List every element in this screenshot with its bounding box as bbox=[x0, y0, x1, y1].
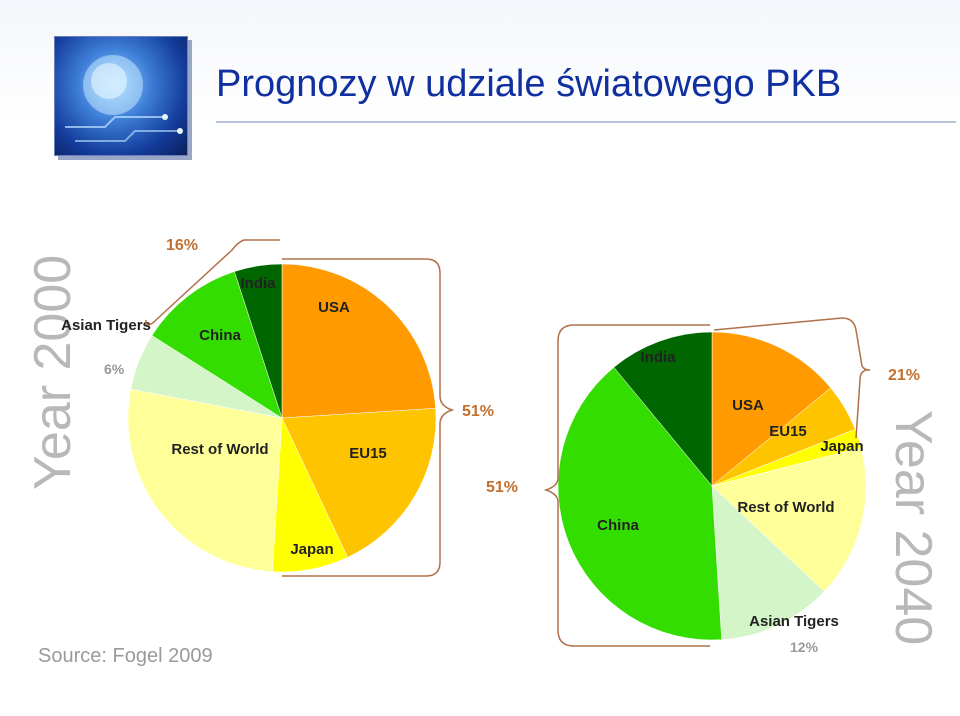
slice-label-year-2040-asian-tigers: Asian Tigers bbox=[749, 613, 839, 630]
pie-slice-year-2040-china bbox=[557, 366, 722, 641]
pie-slice-year-2000-india bbox=[234, 263, 283, 419]
pie-slice-year-2040-usa bbox=[711, 331, 832, 487]
pie-slice-year-2000-china bbox=[151, 271, 283, 419]
annotation-2000-16pct: 16% bbox=[166, 237, 198, 254]
slice-label-year-2040-japan: Japan bbox=[820, 438, 863, 455]
chart-area: Year 2000 Year 2040 USA EU15 Japan Rest of … bbox=[0, 190, 960, 690]
pie-slice-year-2040-india bbox=[613, 331, 713, 487]
bracket-2000-asia bbox=[145, 239, 280, 326]
annotation-2040-51pct: 51% bbox=[486, 479, 518, 496]
bracket-2040-asia bbox=[543, 324, 710, 647]
page-title: Prognozy w udziale światowego PKB bbox=[216, 63, 842, 105]
slice-label-year-2040-usa: USA bbox=[732, 397, 764, 414]
slice-label-year-2040-india: India bbox=[640, 349, 676, 366]
pie-title-year-2000: Year 2000 bbox=[24, 255, 82, 490]
slice-label-year-2000-china: China bbox=[199, 327, 241, 344]
annotation-2040-21pct: 21% bbox=[888, 367, 920, 384]
pie-slice-year-2040-rest-of-world bbox=[711, 447, 867, 592]
slice-label-year-2040-china: China bbox=[597, 517, 639, 534]
slice-label-year-2000-eu15: EU15 bbox=[349, 445, 387, 462]
slice-label-year-2000-usa: USA bbox=[318, 299, 350, 316]
slice-label-year-2000-japan: Japan bbox=[290, 541, 333, 558]
slice-label-year-2000-asian-tigers: Asian Tigers bbox=[61, 317, 151, 334]
bracket-2040-developed bbox=[713, 317, 871, 439]
slice-label-year-2000-rest-of-world: Rest of World bbox=[171, 441, 268, 458]
pie-slice-year-2040-asian-tigers bbox=[711, 485, 825, 640]
pie-slice-year-2000-eu15 bbox=[281, 408, 437, 558]
pie-year-2000: USA EU15 Japan Rest of World Asian Tigers Chi… bbox=[61, 263, 437, 573]
source-note: Source: Fogel 2009 bbox=[38, 645, 213, 667]
slice-label-year-2040-eu15: EU15 bbox=[769, 423, 807, 440]
pie-charts: Year 2000 Year 2040 USA EU15 Japan Rest of … bbox=[24, 237, 942, 655]
title-divider bbox=[216, 121, 956, 123]
bracket-2000-developed bbox=[282, 258, 455, 577]
pie-title-year-2040: Year 2040 bbox=[884, 410, 942, 645]
annotation-2000-51pct: 51% bbox=[462, 403, 494, 420]
pie-slice-year-2000-rest-of-world bbox=[127, 388, 283, 572]
pie-year-2040: USA EU15 Japan Rest of World Asian Tigers Chi… bbox=[557, 331, 867, 641]
slice-label-year-2000-india: India bbox=[240, 275, 276, 292]
annotation-2000-6pct: 6% bbox=[104, 361, 125, 377]
slice-label-year-2040-rest-of-world: Rest of World bbox=[737, 499, 834, 516]
brain-circuit-logo bbox=[54, 36, 188, 156]
annotation-2040-12pct: 12% bbox=[790, 639, 819, 655]
pie-slice-year-2000-usa bbox=[281, 263, 436, 419]
group-brackets bbox=[145, 239, 871, 647]
